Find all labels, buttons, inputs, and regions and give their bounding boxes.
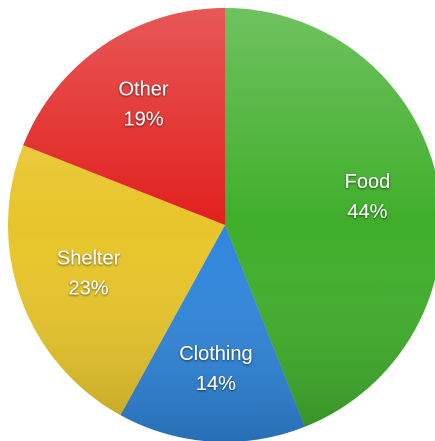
value-label: 14% — [196, 373, 236, 395]
labels: Food 44% Clothing 14% Shelter 23% Other 19% — [57, 78, 390, 395]
slice-label: Clothing — [179, 343, 252, 365]
slice-label: Food — [345, 171, 391, 193]
value-label: 44% — [347, 201, 387, 223]
value-label: 23% — [69, 277, 109, 299]
slice-label: Shelter — [57, 247, 121, 269]
slice-label: Other — [118, 78, 168, 100]
value-label: 19% — [123, 108, 163, 130]
